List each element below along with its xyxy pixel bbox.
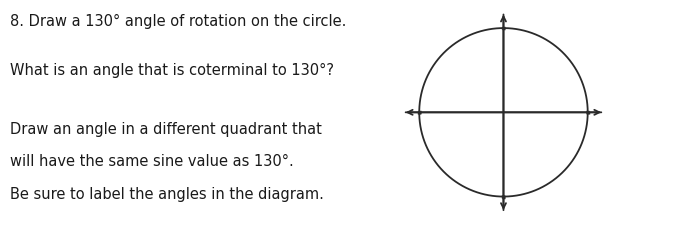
Text: will have the same sine value as 130°.: will have the same sine value as 130°. (10, 154, 294, 169)
Text: 8. Draw a 130° angle of rotation on the circle.: 8. Draw a 130° angle of rotation on the … (10, 14, 347, 29)
Text: What is an angle that is coterminal to 130°?: What is an angle that is coterminal to 1… (10, 63, 334, 78)
Text: Be sure to label the angles in the diagram.: Be sure to label the angles in the diagr… (10, 187, 324, 202)
Text: Draw an angle in a different quadrant that: Draw an angle in a different quadrant th… (10, 122, 322, 137)
